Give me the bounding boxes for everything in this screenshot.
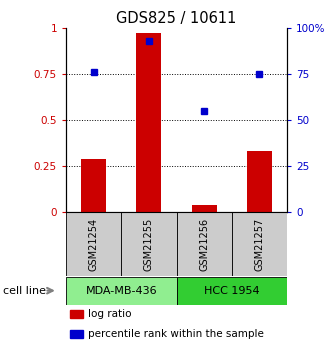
Bar [177,277,287,305]
Bar [66,212,121,276]
Bar [192,205,216,212]
Text: HCC 1954: HCC 1954 [204,286,260,296]
Text: GSM21254: GSM21254 [89,218,99,270]
Bar [70,310,82,318]
Bar [121,212,177,276]
Bar [232,212,287,276]
Bar [81,159,106,212]
Bar [177,212,232,276]
Text: cell line: cell line [3,286,46,296]
Bar [70,329,82,338]
Text: log ratio: log ratio [88,309,132,319]
Bar [66,277,177,305]
Text: GSM21255: GSM21255 [144,217,154,271]
Bar [137,33,161,212]
Text: GSM21257: GSM21257 [254,217,264,271]
Text: MDA-MB-436: MDA-MB-436 [85,286,157,296]
Text: GSM21256: GSM21256 [199,218,209,270]
Title: GDS825 / 10611: GDS825 / 10611 [116,11,237,27]
Bar [247,151,272,212]
Text: percentile rank within the sample: percentile rank within the sample [88,329,264,339]
